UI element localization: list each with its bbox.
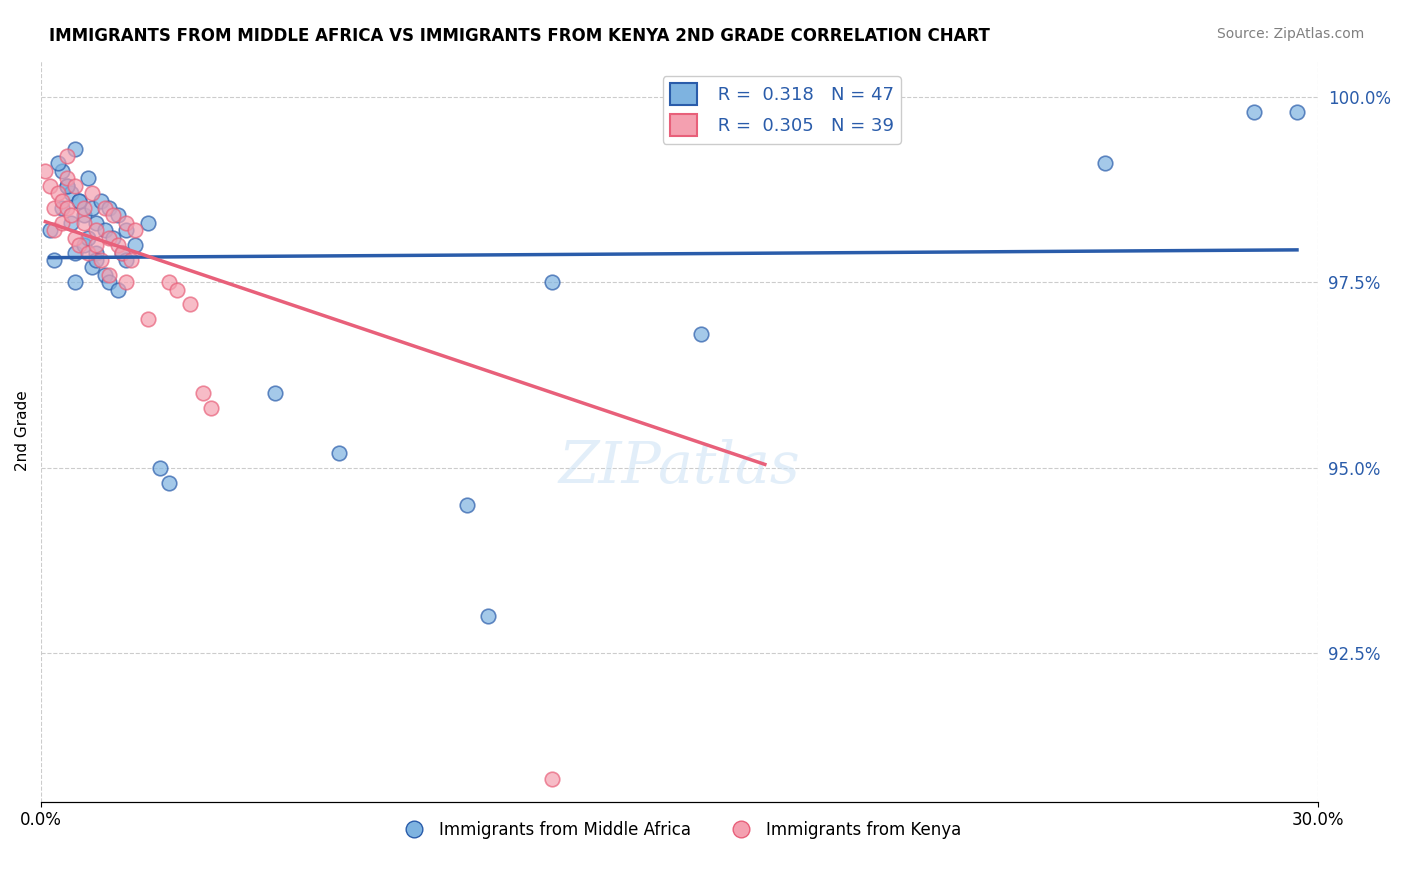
Point: [754, 120, 776, 134]
Point: [1285, 104, 1308, 119]
Point: [690, 327, 713, 342]
Point: [46, 186, 69, 201]
Point: [73, 201, 96, 215]
Point: [90, 194, 112, 208]
Point: [107, 283, 129, 297]
Point: [63, 230, 86, 244]
Point: [124, 223, 146, 237]
Point: [98, 201, 121, 215]
Point: [63, 245, 86, 260]
Point: [42, 252, 65, 267]
Point: [63, 178, 86, 193]
Point: [107, 208, 129, 222]
Point: [103, 230, 125, 244]
Point: [73, 216, 96, 230]
Point: [46, 156, 69, 170]
Point: [200, 401, 222, 416]
Point: [264, 386, 287, 401]
Point: [67, 238, 90, 252]
Point: [136, 216, 159, 230]
Point: [73, 238, 96, 252]
Point: [107, 238, 129, 252]
Point: [1243, 104, 1265, 119]
Point: [55, 171, 77, 186]
Point: [86, 245, 108, 260]
Point: [115, 252, 138, 267]
Point: [42, 223, 65, 237]
Point: [38, 178, 60, 193]
Point: [477, 609, 499, 624]
Point: [86, 252, 108, 267]
Point: [86, 216, 108, 230]
Point: [55, 178, 77, 193]
Point: [103, 208, 125, 222]
Point: [77, 171, 100, 186]
Point: [59, 208, 82, 222]
Point: [1094, 156, 1116, 170]
Point: [124, 238, 146, 252]
Point: [456, 498, 478, 512]
Point: [82, 186, 104, 201]
Point: [328, 446, 350, 460]
Y-axis label: 2nd Grade: 2nd Grade: [15, 390, 30, 471]
Point: [98, 230, 121, 244]
Point: [59, 216, 82, 230]
Point: [34, 164, 56, 178]
Point: [86, 238, 108, 252]
Point: [67, 194, 90, 208]
Point: [94, 223, 117, 237]
Point: [38, 223, 60, 237]
Point: [90, 252, 112, 267]
Point: [55, 149, 77, 163]
Point: [77, 230, 100, 244]
Point: [77, 245, 100, 260]
Point: [51, 194, 73, 208]
Point: [111, 245, 134, 260]
Point: [94, 268, 117, 282]
Point: [111, 245, 134, 260]
Text: ZIPatlas: ZIPatlas: [558, 440, 800, 496]
Point: [82, 260, 104, 275]
Point: [149, 460, 172, 475]
Point: [63, 142, 86, 156]
Point: [115, 275, 138, 289]
Point: [166, 283, 188, 297]
Legend: Immigrants from Middle Africa, Immigrants from Kenya: Immigrants from Middle Africa, Immigrant…: [391, 814, 969, 846]
Point: [541, 772, 564, 787]
Point: [86, 223, 108, 237]
Point: [55, 201, 77, 215]
Point: [59, 186, 82, 201]
Text: IMMIGRANTS FROM MIDDLE AFRICA VS IMMIGRANTS FROM KENYA 2ND GRADE CORRELATION CHA: IMMIGRANTS FROM MIDDLE AFRICA VS IMMIGRA…: [49, 27, 990, 45]
Point: [98, 268, 121, 282]
Point: [94, 201, 117, 215]
Point: [115, 223, 138, 237]
Point: [541, 275, 564, 289]
Point: [120, 252, 142, 267]
Point: [157, 275, 180, 289]
Point: [191, 386, 214, 401]
Point: [55, 178, 77, 193]
Point: [115, 216, 138, 230]
Point: [73, 208, 96, 222]
Point: [51, 164, 73, 178]
Point: [82, 201, 104, 215]
Text: Source: ZipAtlas.com: Source: ZipAtlas.com: [1216, 27, 1364, 41]
Point: [98, 275, 121, 289]
Point: [63, 275, 86, 289]
Point: [51, 216, 73, 230]
Point: [42, 201, 65, 215]
Point: [179, 297, 201, 311]
Point: [136, 312, 159, 326]
Point: [67, 194, 90, 208]
Point: [51, 201, 73, 215]
Point: [157, 475, 180, 490]
